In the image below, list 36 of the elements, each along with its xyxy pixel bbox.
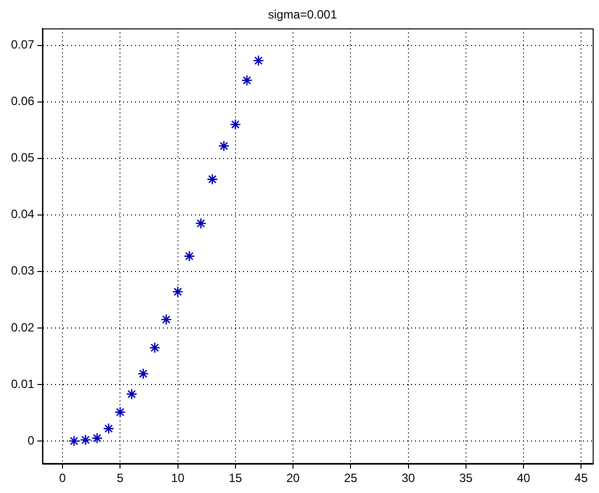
point — [102, 422, 114, 434]
point — [218, 140, 230, 152]
y-tick-label: 0.07 — [10, 38, 35, 52]
x-tick-label: 45 — [574, 471, 588, 486]
point — [126, 388, 138, 400]
point — [184, 250, 195, 262]
point — [206, 174, 218, 185]
x-tick-label: 35 — [459, 471, 473, 486]
point — [138, 368, 149, 380]
x-tick-label: 0 — [59, 471, 66, 486]
point — [68, 435, 80, 447]
point — [195, 218, 206, 230]
y-tick-label: 0.01 — [10, 376, 35, 391]
chart-title: sigma=0.001 — [268, 8, 338, 22]
x-tick-label: 10 — [171, 471, 185, 486]
point — [149, 342, 160, 354]
y-tick-label: 0.05 — [10, 150, 35, 165]
x-tick-label: 25 — [344, 471, 358, 486]
point — [241, 74, 253, 86]
y-tick-label: 0.04 — [10, 207, 35, 222]
point — [91, 432, 103, 444]
point — [114, 406, 126, 418]
y-tick-label: 0.03 — [10, 264, 35, 278]
y-tick-label: 0 — [28, 433, 35, 448]
x-tick-label: 15 — [228, 471, 242, 486]
point — [230, 118, 242, 130]
x-tick-label: 20 — [286, 471, 300, 486]
x-tick-label: 40 — [516, 471, 531, 486]
y-tick-label: 0.02 — [10, 320, 35, 334]
x-tick-label: 5 — [116, 471, 124, 486]
point — [160, 314, 172, 326]
point — [80, 434, 92, 446]
x-tick-label: 30 — [402, 471, 416, 486]
point — [172, 286, 184, 298]
point — [252, 54, 264, 66]
y-tick-label: 0.06 — [10, 94, 35, 108]
